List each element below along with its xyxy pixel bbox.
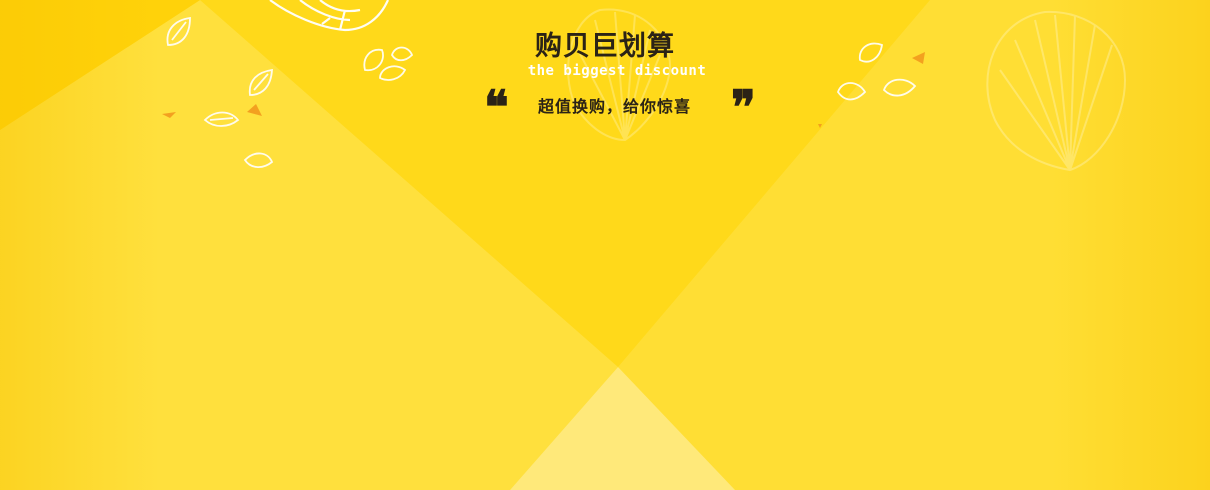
shell-icon bbox=[379, 65, 407, 81]
shell-icon bbox=[986, 10, 1127, 172]
banner-slogan: 超值换购，给你惊喜 bbox=[538, 97, 692, 116]
shell-icon bbox=[837, 82, 867, 101]
triangle-confetti-icon bbox=[247, 104, 262, 116]
leaf-icon bbox=[243, 152, 274, 168]
leaf-icon bbox=[248, 68, 273, 96]
banner-title: 购贝巨划算 bbox=[535, 31, 675, 62]
open-quote-icon: ❝ bbox=[484, 80, 509, 134]
banner-subtitle: the biggest discount bbox=[527, 63, 707, 79]
shell-icon bbox=[363, 48, 384, 72]
shell-icon bbox=[269, 0, 390, 32]
close-quote-icon: ❞ bbox=[731, 80, 756, 134]
shell-icon bbox=[882, 78, 917, 97]
triangle-confetti-icon bbox=[162, 112, 176, 118]
shell-icon bbox=[567, 8, 672, 142]
leaf-icon bbox=[203, 111, 240, 127]
leaf-icon bbox=[166, 16, 191, 46]
shell-icon bbox=[858, 42, 883, 63]
shell-icon bbox=[391, 46, 414, 62]
bottom-light-triangle bbox=[510, 367, 735, 490]
triangle-confetti-icon bbox=[912, 52, 925, 64]
triangle-confetti-icon bbox=[818, 124, 822, 128]
